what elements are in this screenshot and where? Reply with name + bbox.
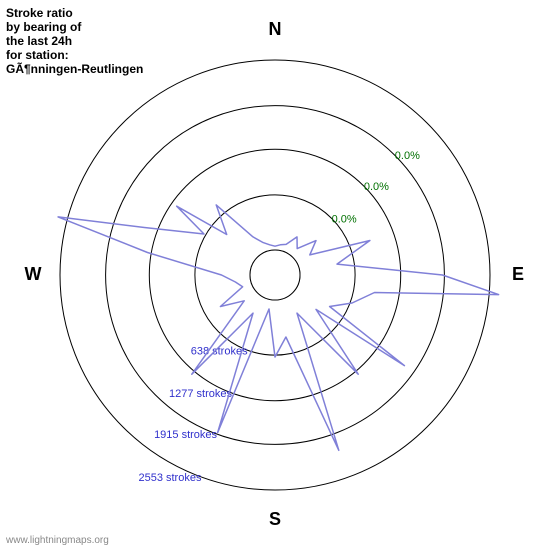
ring-pct-label: 0.0% bbox=[395, 150, 420, 162]
ring-stroke-label: 2553 strokes bbox=[138, 472, 201, 484]
cardinal-N: N bbox=[269, 19, 282, 39]
cardinal-S: S bbox=[269, 509, 281, 529]
polar-chart: 0.0%638 strokes0.0%1277 strokes0.0%1915 … bbox=[0, 0, 550, 550]
ring-stroke-label: 1915 strokes bbox=[154, 429, 217, 441]
cardinal-W: W bbox=[25, 264, 42, 284]
rose-outline bbox=[58, 205, 499, 450]
cardinal-E: E bbox=[512, 264, 524, 284]
center-hole-top bbox=[250, 250, 300, 300]
ring-stroke-label: 1277 strokes bbox=[169, 388, 232, 400]
ring-pct-label: 0.0% bbox=[364, 181, 389, 193]
ring-pct-label: 0.0% bbox=[332, 213, 357, 225]
